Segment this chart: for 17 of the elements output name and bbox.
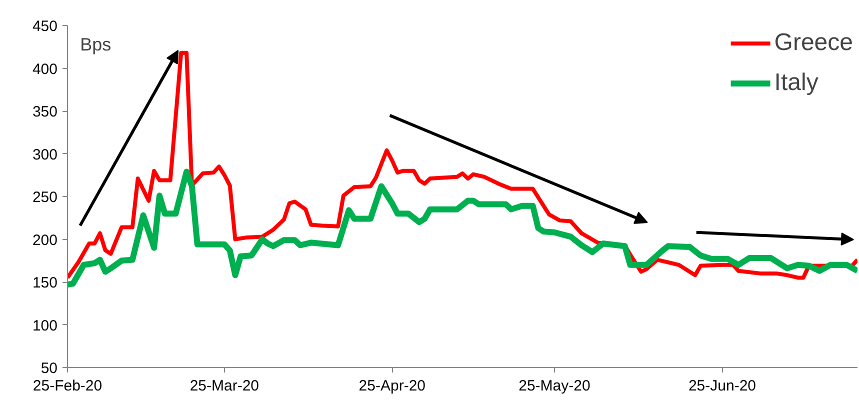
x-tick-label: 25-Jun-20 [688, 378, 756, 394]
x-tick-label: 25-May-20 [518, 378, 590, 394]
legend-label: Italy [774, 69, 818, 97]
y-tick-label: 250 [32, 189, 58, 206]
y-tick-label: 350 [32, 104, 58, 120]
y-tick-label: 50 [40, 360, 58, 377]
x-tick-label: 25-Feb-20 [32, 378, 102, 394]
y-tick-label: 400 [32, 60, 58, 78]
x-tick-label: 25-Apr-20 [358, 378, 426, 394]
y-tick-label: 450 [32, 18, 58, 35]
y-tick-label: 150 [32, 274, 58, 292]
y-tick-label: 200 [32, 232, 58, 249]
legend-label: Greece [774, 29, 853, 57]
y-tick-label: 300 [32, 146, 58, 164]
y-axis-title: Bps [80, 34, 112, 54]
x-tick-label: 25-Mar-20 [190, 378, 260, 394]
y-tick-label: 100 [32, 317, 58, 334]
